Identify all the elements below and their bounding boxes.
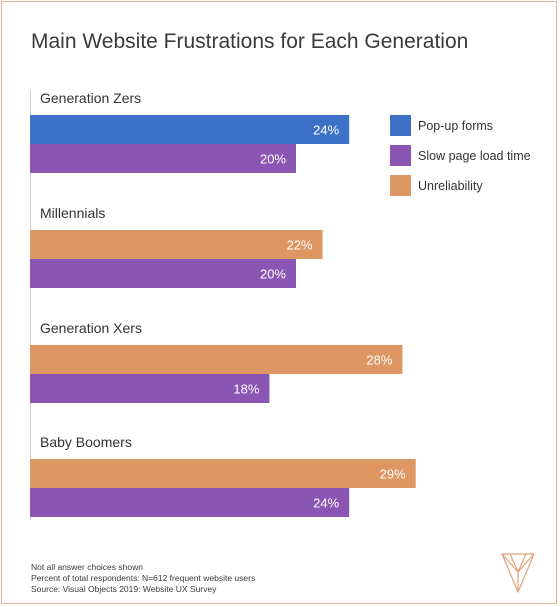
- visual-objects-logo-icon: [501, 553, 535, 593]
- data-label: 28%: [366, 353, 392, 368]
- legend-swatch: [390, 115, 411, 136]
- bar: [30, 374, 270, 403]
- bar: [30, 115, 350, 144]
- legend-entry: Pop-up forms: [418, 119, 493, 133]
- footnote-line: Source: Visual Objects 2019: Website UX …: [31, 584, 217, 594]
- bar: [30, 488, 350, 517]
- bar: [30, 259, 296, 288]
- bar: [30, 230, 323, 259]
- legend-entry: Slow page load time: [418, 149, 531, 163]
- category-label: Generation Zers: [40, 90, 141, 106]
- footnote-line: Percent of total respondents: N=612 freq…: [31, 573, 256, 583]
- footnote-line: Not all answer choices shown: [31, 562, 143, 572]
- category-label: Generation Xers: [40, 320, 142, 336]
- chart-title: Main Website Frustrations for Each Gener…: [31, 30, 469, 53]
- category-label: Baby Boomers: [40, 434, 132, 450]
- legend-swatch: [390, 145, 411, 166]
- bar: [30, 144, 296, 173]
- data-label: 24%: [313, 123, 339, 138]
- data-label: 18%: [233, 382, 259, 397]
- data-label: 24%: [313, 496, 339, 511]
- data-label: 29%: [380, 467, 406, 482]
- data-label: 22%: [287, 238, 313, 253]
- legend-entry: Unreliability: [418, 179, 483, 193]
- data-label: 20%: [260, 152, 286, 167]
- footnotes: Not all answer choices shown Percent of …: [31, 562, 255, 595]
- data-label: 20%: [260, 267, 286, 282]
- category-label: Millennials: [40, 205, 105, 221]
- bar: [30, 345, 403, 374]
- legend-swatch: [390, 175, 411, 196]
- bar: [30, 459, 416, 488]
